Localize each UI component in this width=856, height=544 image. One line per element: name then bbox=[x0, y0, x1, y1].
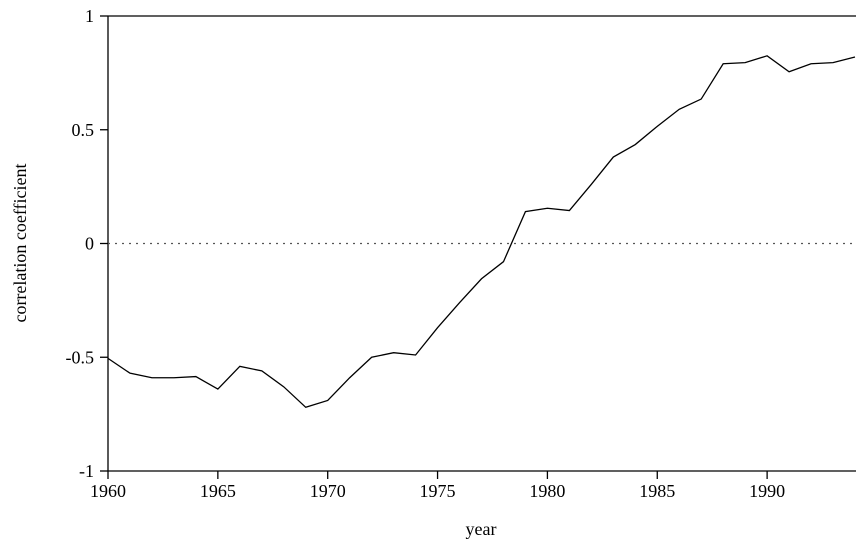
data-line bbox=[107, 55, 856, 409]
x-tick-label: 1990 bbox=[749, 481, 785, 501]
x-tick-label: 1960 bbox=[90, 481, 126, 501]
x-tick-label: 1975 bbox=[420, 481, 456, 501]
y-tick-label: 0.5 bbox=[72, 120, 95, 140]
x-tick-label: 1985 bbox=[639, 481, 675, 501]
x-tick-label: 1965 bbox=[200, 481, 236, 501]
y-tick-label: -1 bbox=[79, 461, 94, 481]
x-tick-label: 1980 bbox=[529, 481, 565, 501]
y-tick-label: 1 bbox=[85, 6, 94, 26]
y-axis-label: correlation coefficient bbox=[10, 163, 30, 322]
x-axis-label: year bbox=[466, 519, 497, 539]
x-tick-label: 1970 bbox=[310, 481, 346, 501]
y-tick-label: 0 bbox=[85, 234, 94, 254]
y-tick-label: -0.5 bbox=[66, 347, 95, 367]
